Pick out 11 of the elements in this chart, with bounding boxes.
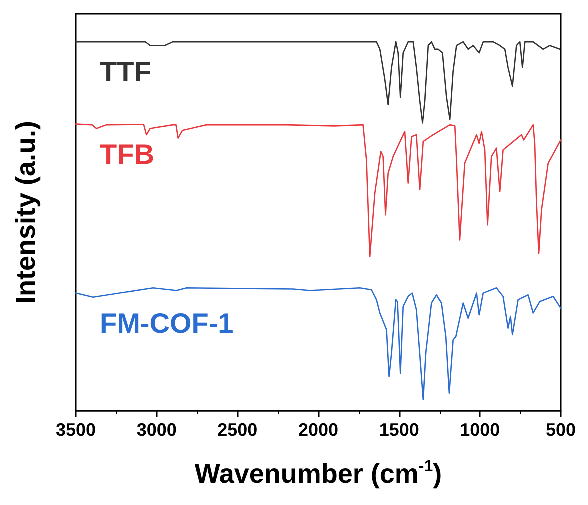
series-label: TTF — [100, 56, 152, 88]
x-tick-label: 1000 — [460, 420, 500, 440]
series-label: FM-COF-1 — [100, 308, 234, 339]
x-tick-label: 3000 — [136, 420, 177, 440]
x-tick-label: 500 — [546, 420, 576, 440]
x-tick-label: 2000 — [298, 420, 339, 440]
x-tick-label: 3500 — [56, 420, 96, 440]
series-label: TFB — [100, 138, 154, 170]
y-axis-title: Intensity (a.u.) — [11, 120, 41, 304]
x-tick-label: 1500 — [379, 420, 420, 440]
x-tick-label: 2500 — [218, 420, 258, 440]
